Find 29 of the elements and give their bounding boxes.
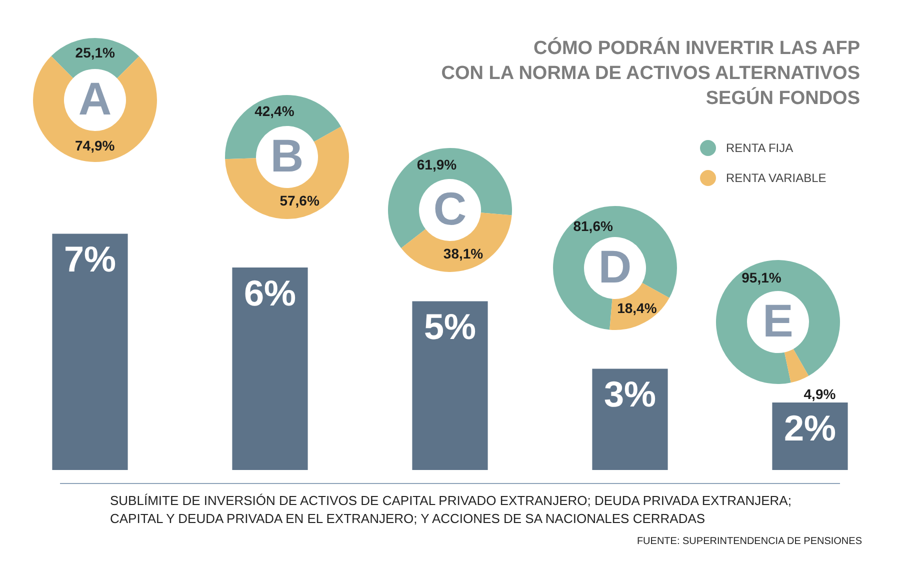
data-label: 95,1% xyxy=(742,269,782,286)
data-label: 4,9% xyxy=(804,386,836,402)
data-label: 3% xyxy=(604,374,656,415)
bar xyxy=(52,234,128,470)
data-label: 74,9% xyxy=(75,137,116,154)
data-label: 2% xyxy=(784,407,836,448)
data-label: 7% xyxy=(64,238,116,280)
data-label: 18,4% xyxy=(617,300,658,316)
bar xyxy=(232,268,308,470)
legend-label: RENTA FIJA xyxy=(726,141,794,155)
data-label: 38,1% xyxy=(443,245,484,262)
source-note: FUENTE: SUPERINTENDENCIA DE PENSIONES xyxy=(636,536,862,547)
text: C xyxy=(433,182,467,235)
text: A xyxy=(78,72,112,125)
data-label: 61,9% xyxy=(416,156,458,172)
data-label: 42,4% xyxy=(254,103,295,120)
legend-label: RENTA VARIABLE xyxy=(726,171,826,185)
data-label: 81,6% xyxy=(573,218,614,234)
data-label: 25,1% xyxy=(75,44,116,60)
bar xyxy=(412,301,488,470)
text: SUBLÍMITE DE INVERSIÓN DE ACTIVOS DE CAPITAL PRIVADO EXTRANJERO; DEUDA PRIVADA EXTRANJERA; CAPITAL Y DEUDA PRIVADA EN EL EXTRANJERO; Y ACCIONES DE SA NACIONALES CERRADAS xyxy=(110,492,792,528)
bar xyxy=(592,368,668,470)
text: E xyxy=(762,294,794,347)
chart-title: CÓMO PODRÁN INVERTIR LAS AFP CON LA NORMA DE ACTIVOS ALTERNATIVOS SEGÚN FONDOS xyxy=(441,36,860,111)
data-label: 6% xyxy=(244,272,296,314)
data-label: 57,6% xyxy=(280,192,320,209)
text: D xyxy=(598,240,632,293)
data-label: 5% xyxy=(424,306,476,348)
text: B xyxy=(270,130,304,182)
